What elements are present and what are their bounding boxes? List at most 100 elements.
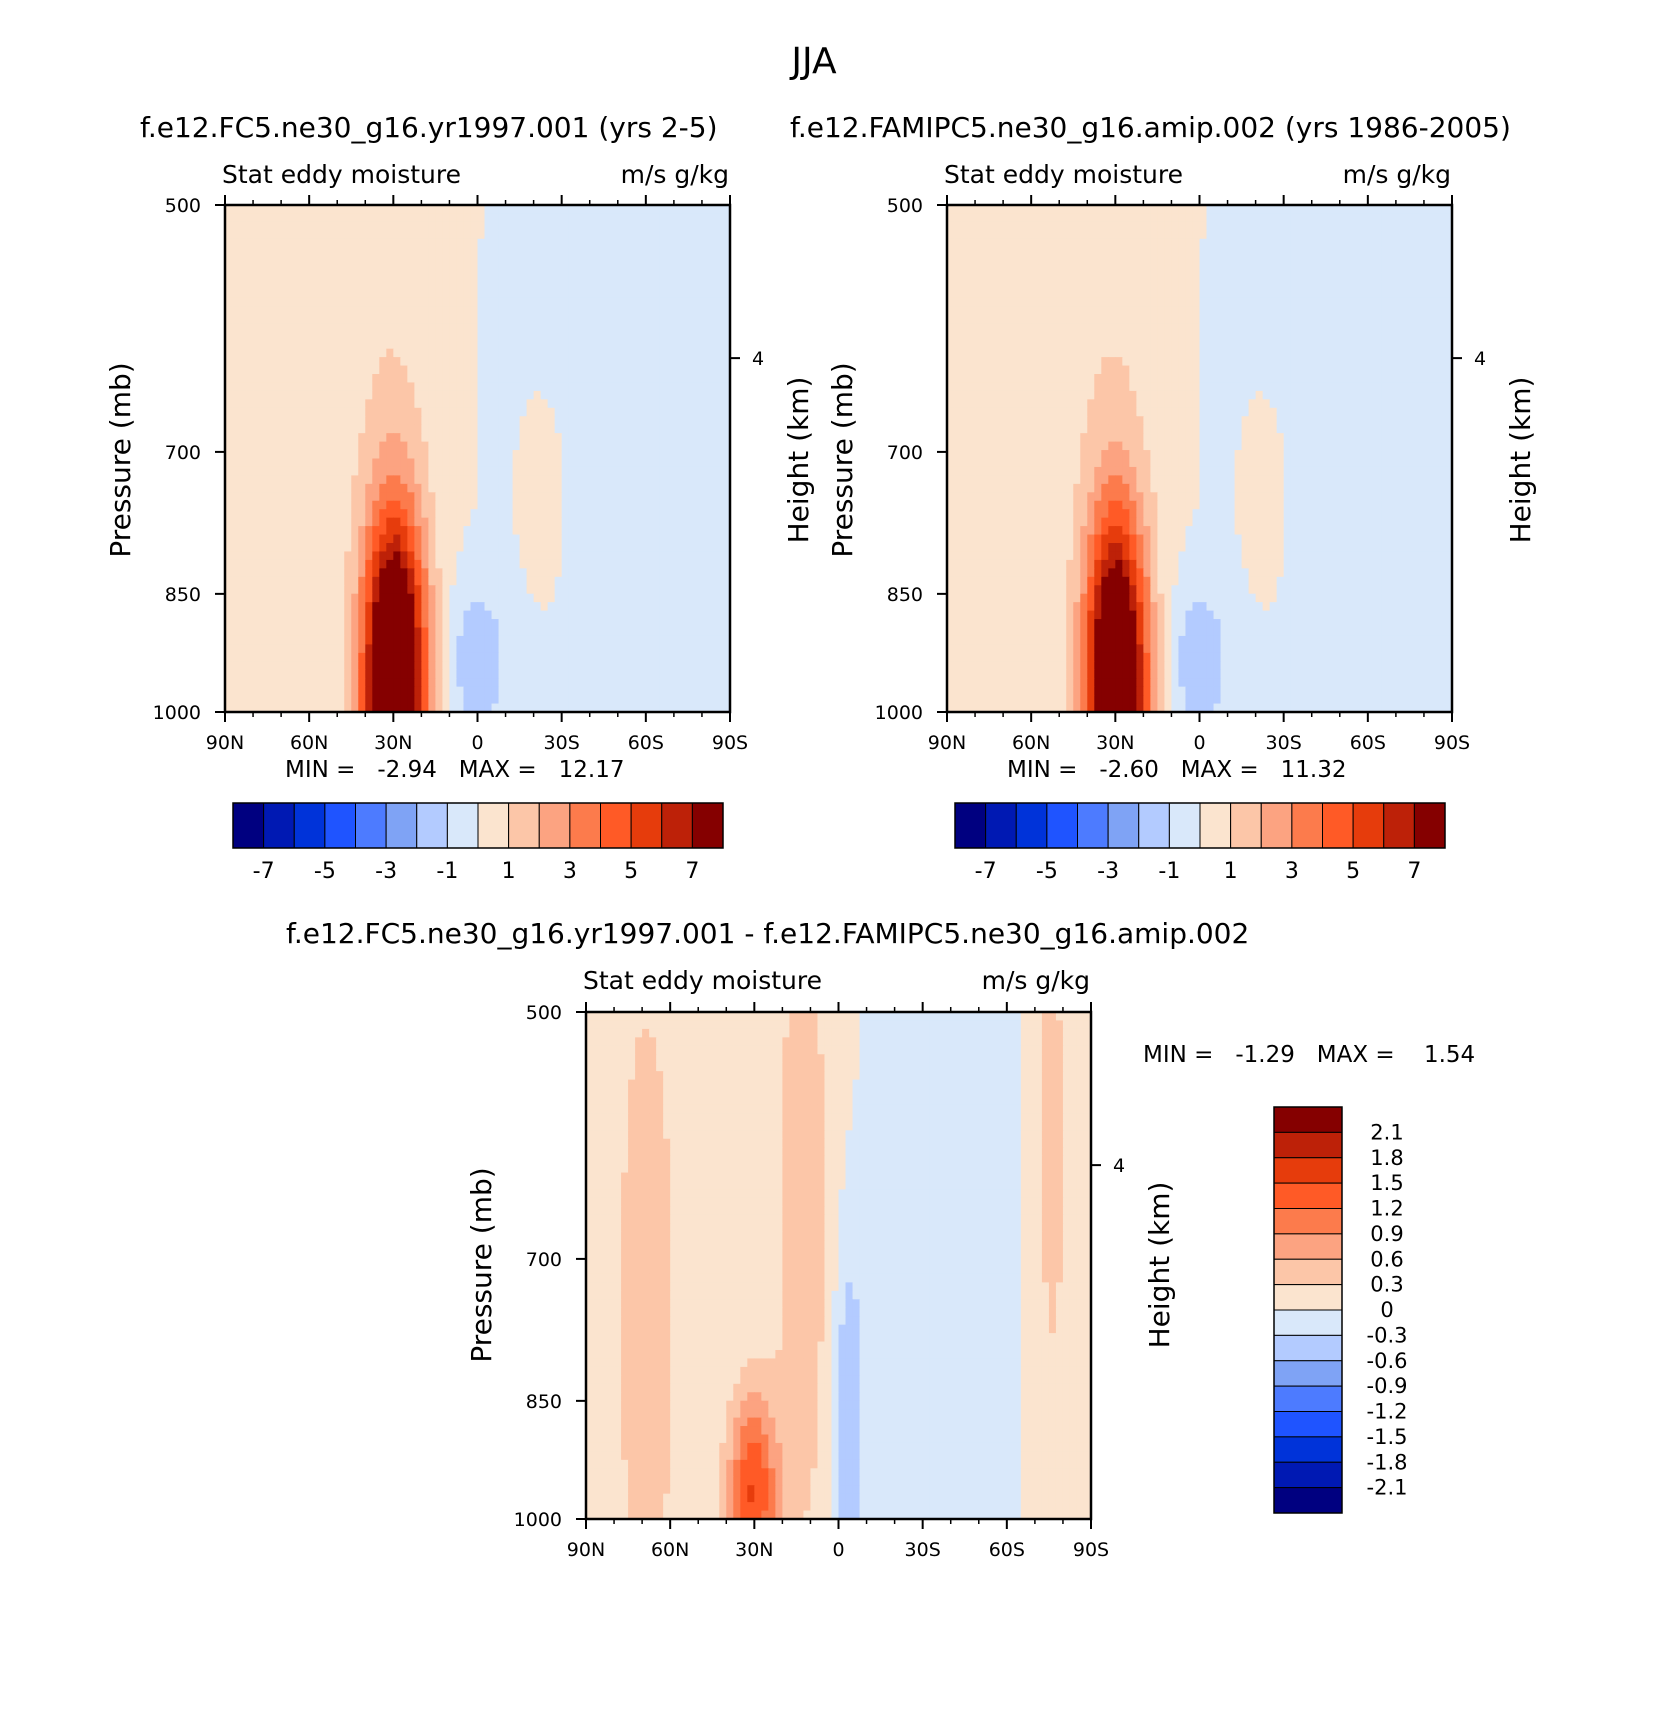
contour-cell [442,390,451,400]
contour-cell [708,348,717,358]
contour-cell [673,483,682,493]
contour-cell [449,526,458,536]
contour-cell [1185,247,1194,257]
contour-cell [463,593,472,603]
contour-cell [715,348,724,358]
contour-cell [701,450,710,460]
contour-cell [701,331,710,341]
contour-cell [379,543,387,553]
contour-cell [400,644,408,654]
contour-cell [1269,264,1278,274]
contour-cell [631,492,640,502]
contour-cell [491,213,500,223]
contour-cell [253,585,261,595]
contour-cell [442,314,451,324]
contour-cell [505,652,514,662]
contour-cell [239,635,247,645]
contour-cell [449,661,458,671]
contour-cell [505,492,514,502]
contour-cell [666,365,675,375]
contour-cell [631,314,640,324]
contour-cell [1255,264,1264,274]
contour-cell [295,390,303,400]
contour-cell [722,568,731,578]
contour-cell [617,424,626,434]
contour-cell [365,695,373,705]
contour-cell [575,559,584,569]
contour-cell [694,382,703,392]
contour-cell [1010,238,1018,248]
contour-cell [1423,264,1432,274]
contour-cell [1430,264,1439,274]
contour-cell [372,568,380,578]
contour-cell [288,314,296,324]
contour-cell [540,543,549,553]
contour-cell [589,568,598,578]
contour-cell [687,593,696,603]
contour-cell [715,416,724,426]
contour-cell [680,416,689,426]
contour-cell [421,213,429,223]
contour-cell [428,661,437,671]
contour-cell [582,576,591,586]
contour-cell [554,593,563,603]
contour-cell [470,551,479,561]
contour-cell [267,264,275,274]
contour-cell [246,661,254,671]
contour-cell [239,652,247,662]
contour-cell [274,255,282,265]
contour-cell [414,568,422,578]
contour-cell [1108,255,1116,265]
contour-cell [414,466,422,476]
contour-cell [330,365,338,375]
contour-cell [372,551,380,561]
contour-cell [386,559,394,569]
contour-cell [568,331,577,341]
contour-cell [610,543,619,553]
contour-cell [414,517,422,527]
contour-cell [232,669,240,679]
contour-cell [519,492,528,502]
contour-cell [456,357,465,367]
contour-cell [386,627,394,637]
contour-cell [260,255,268,265]
contour-cell [386,492,394,502]
contour-cell [330,390,338,400]
contour-cell [435,433,444,443]
contour-cell [456,382,465,392]
contour-cell [512,306,521,316]
contour-cell [407,416,415,426]
contour-cell [715,357,724,367]
contour-cell [267,247,275,257]
contour-cell [603,281,612,291]
contour-cell [337,492,345,502]
contour-cell [365,331,373,341]
contour-cell [456,297,465,307]
contour-cell [568,272,577,282]
contour-cell [982,255,990,265]
contour-cell [701,205,710,215]
contour-cell [694,441,703,451]
contour-cell [526,695,535,705]
contour-cell [701,500,710,510]
contour-cell [239,306,247,316]
contour-cell [512,475,521,485]
contour-cell [694,247,703,257]
contour-cell [722,593,731,603]
contour-cell [610,695,619,705]
contour-cell [414,390,422,400]
contour-cell [337,365,345,375]
contour-cell [526,213,535,223]
contour-cell [330,213,338,223]
contour-cell [554,416,563,426]
contour-cell [673,281,682,291]
contour-cell [498,424,507,434]
contour-cell [246,264,254,274]
contour-cell [323,407,331,417]
contour-cell [617,433,626,443]
contour-cell [330,517,338,527]
contour-cell [575,627,584,637]
contour-cell [694,306,703,316]
contour-cell [603,602,612,612]
